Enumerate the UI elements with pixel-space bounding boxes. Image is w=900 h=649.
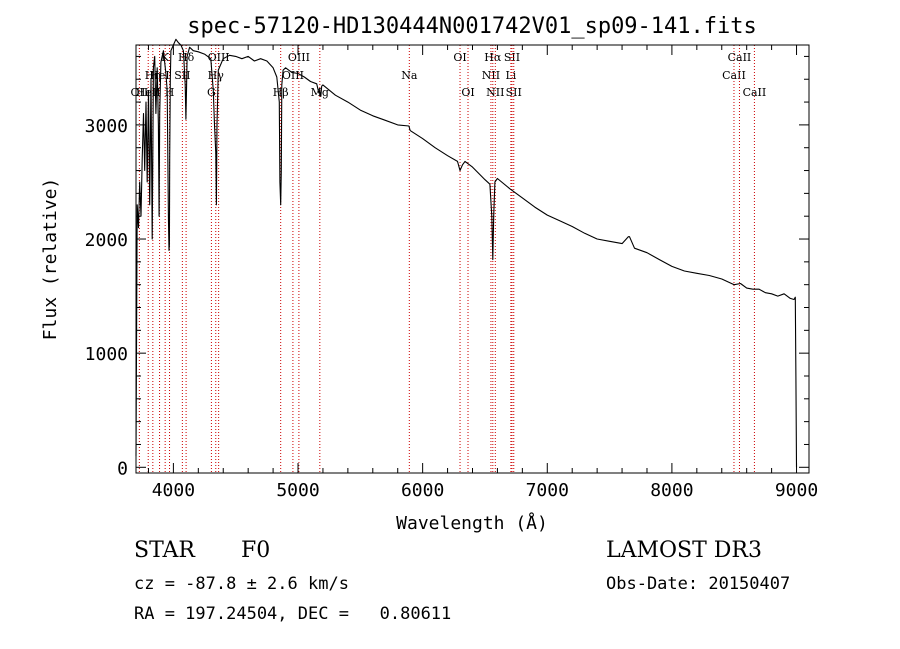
x-tick-label-0: 4000 xyxy=(152,480,195,501)
marker-label-7: Hδ xyxy=(178,51,195,64)
y-tick-label-0: 0 xyxy=(117,458,128,479)
coordinates-readout: RA = 197.24504, DEC = 0.80611 xyxy=(134,604,452,624)
marker-label-13: OIII xyxy=(288,51,310,64)
object-subclass: F0 xyxy=(241,538,271,563)
marker-label-5: H xyxy=(165,86,175,99)
marker-label-15: Na xyxy=(401,69,418,82)
y-tick-label-3: 3000 xyxy=(85,116,128,137)
marker-label-21: Li xyxy=(505,69,516,82)
redshift-readout: cz = -87.8 ± 2.6 km/s xyxy=(134,574,349,594)
marker-label-9: Hγ xyxy=(208,69,225,82)
marker-label-10: OIII xyxy=(208,51,230,64)
marker-label-25: CaII xyxy=(728,51,752,64)
object-class: STAR xyxy=(134,538,195,563)
spectrum-line-0 xyxy=(135,38,798,468)
x-tick-label-1: 5000 xyxy=(276,480,319,501)
marker-label-6: SII xyxy=(174,69,190,82)
marker-label-22: SII xyxy=(504,51,520,64)
observation-date: Obs-Date: 20150407 xyxy=(606,574,791,594)
line-marker-layer: OIIHeIIHηHeIKHSIIHδGHγOIIIHβOIIIOIIIMgNa… xyxy=(131,45,767,473)
marker-label-18: NII xyxy=(482,69,500,82)
marker-label-20: NII xyxy=(486,86,504,99)
axis-layer: 4000 5000 6000 7000 8000 9000 0 1000 2000 3000 xyxy=(85,45,818,501)
y-tick-label-1: 1000 xyxy=(85,344,128,365)
plot-frame xyxy=(135,44,810,474)
marker-label-26: CaII xyxy=(743,86,767,99)
survey-name: LAMOST DR3 xyxy=(606,538,762,563)
data-layer xyxy=(135,38,798,468)
x-tick-label-4: 8000 xyxy=(650,480,693,501)
marker-label-17: OI xyxy=(461,86,474,99)
x-axis-label: Wavelength (Å) xyxy=(396,512,548,534)
marker-label-23: SII xyxy=(506,86,522,99)
marker-label-16: OI xyxy=(453,51,466,64)
marker-label-8: G xyxy=(207,86,216,99)
marker-label-0: OII xyxy=(131,86,149,99)
chart-title: spec-57120-HD130444N001742V01_sp09-141.f… xyxy=(187,14,757,39)
marker-label-11: Hβ xyxy=(273,86,289,99)
y-axis-label: Flux (relative) xyxy=(40,178,61,341)
marker-label-19: Hα xyxy=(484,51,502,64)
y-tick-label-2: 2000 xyxy=(85,230,128,251)
marker-label-4: K xyxy=(161,51,170,64)
x-tick-label-5: 9000 xyxy=(775,480,818,501)
marker-label-24: CaII xyxy=(722,69,746,82)
x-tick-label-2: 6000 xyxy=(401,480,444,501)
x-tick-label-3: 7000 xyxy=(526,480,569,501)
